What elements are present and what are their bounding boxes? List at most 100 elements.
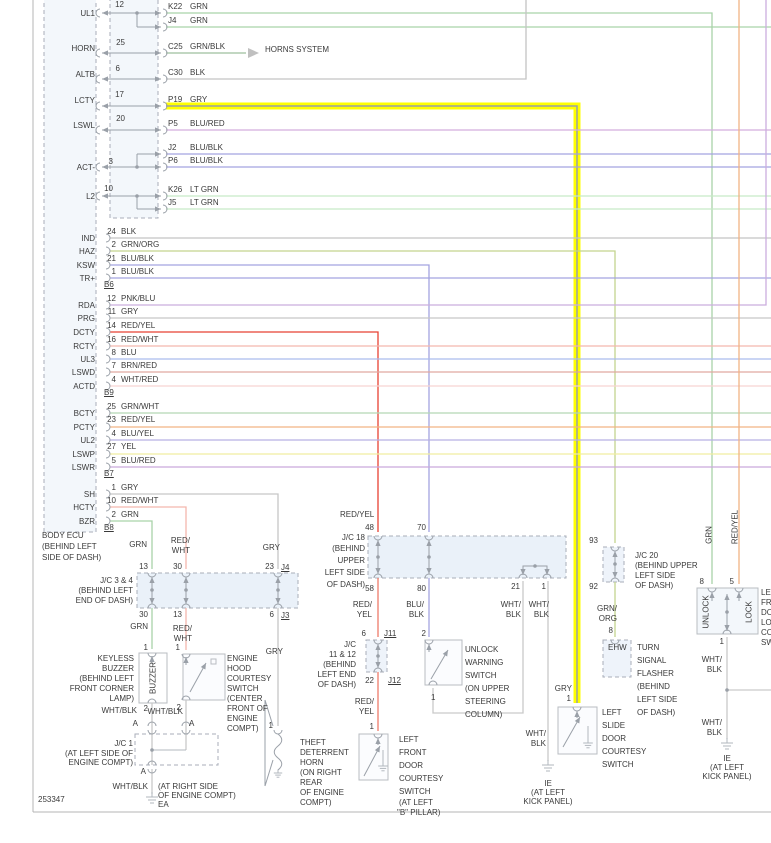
pin-connector — [105, 516, 111, 526]
arrow-head — [155, 24, 161, 30]
label: REAR — [300, 778, 323, 787]
label: SWITCH — [761, 638, 771, 647]
unlock-warning-switch-title: UNLOCK — [465, 645, 499, 654]
label: J2 — [168, 143, 177, 152]
pin-connector — [181, 653, 191, 659]
label: (BEHIND — [332, 544, 365, 553]
pin-connector — [181, 603, 191, 609]
label: WHT/ — [701, 718, 722, 727]
label: A — [140, 767, 146, 776]
pin-connector — [147, 603, 157, 609]
left-front-door-courtesy-switch-title: LEFT — [399, 735, 419, 744]
theft-horn-title: THEFT — [300, 738, 326, 747]
junction-dot — [135, 194, 139, 198]
turn-signal-flasher-title: TURN — [637, 643, 660, 652]
arrow-head — [544, 569, 550, 575]
junction-dot — [276, 588, 280, 592]
junction-dot — [725, 610, 729, 614]
pin-connector — [105, 462, 111, 472]
label: UPPER — [337, 556, 365, 565]
pin-connector — [162, 101, 168, 111]
label: SWITCH — [399, 787, 431, 796]
label: BLK — [121, 227, 137, 236]
label: 4 — [111, 375, 116, 384]
arrow-head — [102, 164, 108, 170]
ecu-pin-lswd: LSWD — [71, 368, 95, 377]
arrow-head — [375, 568, 381, 574]
label: SLIDE — [602, 721, 626, 730]
label: (BEHIND — [637, 682, 670, 691]
label: LEFT SIDE — [635, 571, 676, 580]
label: 14 — [107, 321, 116, 330]
label: BLU/BLK — [121, 254, 154, 263]
label: (AT LEFT SIDE OF — [64, 749, 133, 758]
label: 24 — [107, 227, 116, 236]
ecu-pin-ul2: UL2 — [80, 436, 95, 445]
label: 10 — [104, 184, 113, 193]
arrow-head — [155, 127, 161, 133]
pin-connector — [162, 22, 168, 32]
junction-dot — [376, 654, 380, 658]
ehw-label: EHW — [608, 643, 627, 652]
lock-switch-lock-label: LOCK — [744, 601, 754, 623]
label: P19 — [168, 95, 183, 104]
label: 1 — [566, 694, 571, 703]
label: FRONT — [399, 748, 427, 757]
hood-switch-contact — [210, 658, 217, 665]
label: RED/YEL — [340, 510, 375, 519]
label: GRY — [121, 483, 139, 492]
label: OF ENGINE COMPT) — [158, 791, 236, 800]
junction-dot — [150, 748, 154, 752]
label: SWITCH — [465, 671, 497, 680]
ecu-pin-ul1: UL1 — [80, 9, 95, 18]
label: 2 — [421, 629, 426, 638]
label: LAMP) — [109, 694, 134, 703]
arrow-head — [155, 164, 161, 170]
pin-connector — [181, 721, 191, 727]
label: DOOR — [761, 608, 771, 617]
pin-connector — [373, 667, 383, 673]
jc18-box — [367, 535, 567, 579]
label: 80 — [417, 584, 426, 593]
label: YEL — [358, 707, 374, 716]
ecu-connector-b8: B8 — [104, 523, 114, 532]
pin-connector — [105, 341, 111, 351]
label: LT GRN — [190, 185, 219, 194]
label: WHT/RED — [121, 375, 159, 384]
label: 3 — [108, 157, 113, 166]
label: RED/ — [172, 624, 192, 633]
label: SIGNAL — [637, 656, 667, 665]
label: PNK/BLU — [121, 294, 156, 303]
label: WHT/ — [528, 600, 549, 609]
label: 27 — [107, 442, 116, 451]
label: END OF DASH) — [75, 596, 133, 605]
pin-connector — [147, 721, 157, 727]
ecu-pin-haz: HAZ — [79, 247, 95, 256]
wire-lcty-gry-highlight-core — [166, 105, 578, 703]
pin-connector — [105, 367, 111, 377]
pin-connector — [373, 733, 383, 739]
wire-ksw-blu-blk — [110, 264, 430, 532]
arrow-head — [200, 663, 206, 670]
label: 8 — [111, 348, 116, 357]
arrow-head — [102, 76, 108, 82]
label: (BEHIND LEFT — [79, 674, 134, 683]
arrow-head — [102, 50, 108, 56]
ecu-pin-prg: PRG — [77, 314, 95, 323]
label: 6 — [361, 629, 366, 638]
label: J4 — [281, 563, 290, 572]
label: 22 — [365, 676, 374, 685]
label: LOCK — [761, 618, 771, 627]
label: 1 — [175, 643, 180, 652]
pin-connector — [105, 300, 111, 310]
label: 8 — [699, 577, 704, 586]
label: WHT — [171, 546, 190, 555]
pin-connector — [105, 449, 111, 459]
pin-connector — [95, 48, 101, 58]
arrow-head — [574, 717, 580, 724]
pin-connector — [707, 587, 717, 593]
pin-connector — [105, 502, 111, 512]
label: WHT/ — [701, 655, 722, 664]
label: KICK PANEL) — [702, 772, 752, 781]
